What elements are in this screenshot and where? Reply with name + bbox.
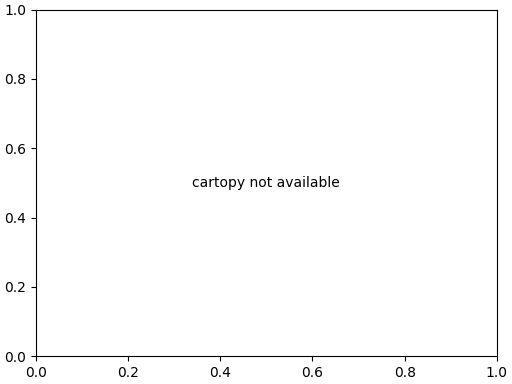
Text: cartopy not available: cartopy not available [193,176,340,190]
